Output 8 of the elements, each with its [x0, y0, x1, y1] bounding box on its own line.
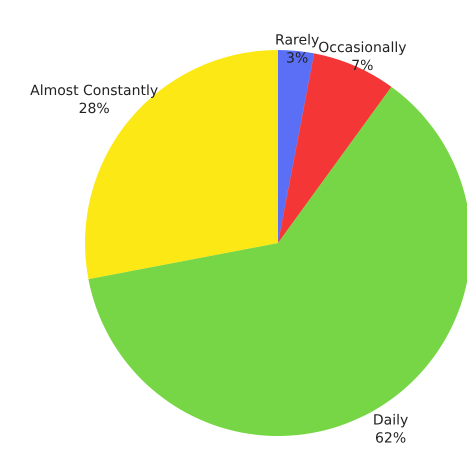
- data-label: 7%: [351, 58, 374, 74]
- slice-label: Rarely: [275, 32, 320, 48]
- data-label: 28%: [78, 100, 110, 117]
- slice-label: Daily: [372, 412, 408, 428]
- slice-label: Occasionally: [318, 40, 407, 56]
- data-label: 62%: [375, 430, 406, 446]
- slice-label: Almost Constantly: [30, 82, 158, 99]
- data-label: 3%: [286, 50, 308, 66]
